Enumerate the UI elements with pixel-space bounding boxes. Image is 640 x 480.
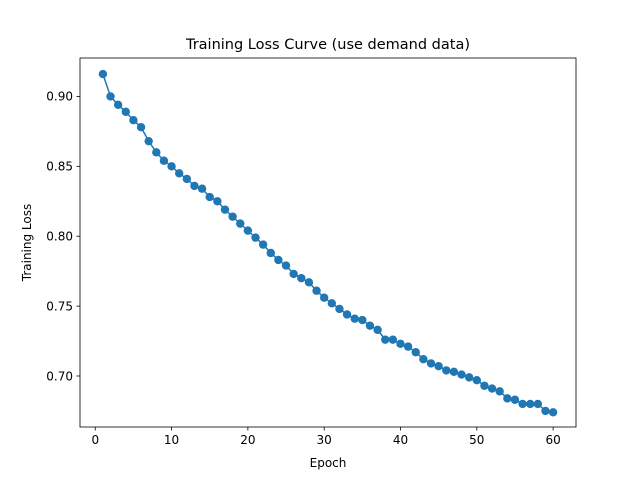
data-point (487, 384, 497, 393)
data-point (495, 387, 504, 396)
data-point (228, 212, 237, 221)
data-point (411, 348, 420, 357)
data-point (289, 269, 298, 279)
data-point (472, 375, 481, 385)
data-point (121, 107, 130, 117)
x-tick-label: 40 (393, 433, 408, 447)
data-point (533, 399, 543, 409)
y-axis-label: Training Loss (20, 204, 34, 282)
y-tick-label: 0.75 (46, 299, 73, 313)
data-point (175, 169, 184, 178)
data-point (434, 362, 443, 371)
data-point (350, 314, 359, 323)
y-tick-label: 0.70 (46, 369, 73, 383)
data-point (449, 367, 459, 376)
data-point (213, 197, 222, 206)
data-point (480, 381, 489, 390)
data-point (258, 240, 268, 249)
data-point (541, 406, 550, 416)
y-tick-label: 0.90 (46, 90, 73, 104)
x-tick-label: 20 (240, 433, 255, 447)
x-tick-label: 60 (545, 433, 560, 447)
data-point (518, 399, 527, 409)
data-point (113, 100, 123, 110)
data-point (373, 325, 382, 335)
data-point (464, 373, 474, 382)
data-point (388, 335, 398, 344)
data-point (457, 370, 466, 379)
data-point (548, 408, 558, 417)
data-point (243, 226, 253, 235)
data-point (106, 92, 115, 101)
y-axis: 0.70 0.75 0.80 0.85 0.90 (46, 90, 80, 383)
data-point (403, 342, 413, 351)
plot-frame (79, 57, 577, 428)
data-point (503, 394, 512, 403)
data-point (197, 184, 207, 193)
data-point (342, 310, 352, 319)
data-point (304, 278, 314, 287)
data-point (98, 69, 108, 79)
data-point (274, 255, 283, 265)
data-point (381, 335, 390, 344)
y-tick-label: 0.85 (46, 160, 73, 174)
data-point (236, 219, 245, 228)
data-point (152, 148, 161, 157)
data-point (442, 366, 451, 375)
chart-title: Training Loss Curve (use demand data) (185, 37, 470, 53)
data-point (358, 315, 367, 325)
data-point (251, 233, 260, 242)
data-point (419, 355, 428, 364)
data-point (281, 261, 291, 270)
data-point (319, 293, 329, 302)
data-point (136, 122, 146, 132)
x-tick-label: 0 (91, 433, 99, 447)
data-point (297, 273, 306, 283)
data-point (426, 359, 436, 368)
x-tick-label: 50 (469, 433, 484, 447)
data-point (526, 399, 535, 409)
data-point (190, 181, 199, 191)
data-point (129, 116, 138, 125)
x-tick-label: 10 (164, 433, 179, 447)
data-point (396, 339, 405, 349)
data-point (510, 395, 520, 404)
data-point (159, 156, 169, 165)
data-point (144, 136, 153, 146)
y-tick-label: 0.80 (46, 230, 73, 244)
data-point (327, 299, 337, 308)
data-point (167, 162, 176, 171)
x-axis: 0 10 20 30 40 50 60 (91, 427, 561, 447)
data-point (335, 304, 344, 314)
data-point (182, 174, 192, 184)
data-point (365, 321, 375, 330)
data-point (266, 248, 275, 258)
x-tick-label: 30 (317, 433, 332, 447)
data-point (220, 205, 230, 214)
data-point (205, 192, 214, 202)
data-point (312, 286, 321, 295)
x-axis-label: Epoch (310, 456, 347, 470)
